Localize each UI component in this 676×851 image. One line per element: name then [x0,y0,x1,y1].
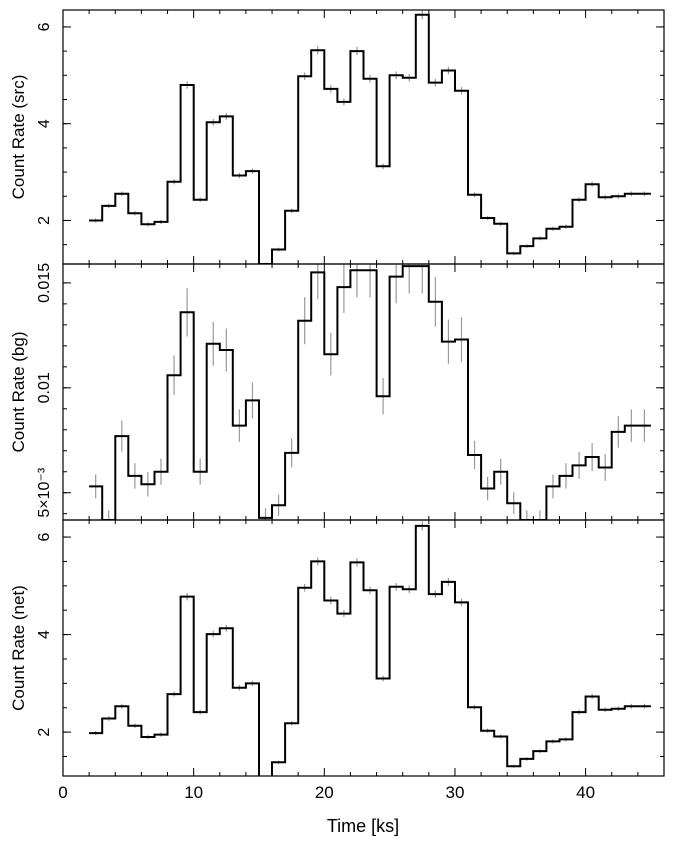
x-axis-label: Time [ks] [327,816,399,836]
error-bars-bg [95,264,646,520]
y-tick-label: 2 [36,216,53,225]
x-tick-label: 30 [445,783,464,802]
frame-src [62,9,665,265]
x-tick-label: 40 [576,783,595,802]
x-tick-label: 20 [315,783,334,802]
step-line-src [89,13,651,264]
x-tick-label: 0 [58,783,67,802]
y-tick-label: 0.015 [36,263,53,303]
panel-src: 2 4 6 Count Rate (src) [9,9,665,265]
frame-net [62,519,665,777]
panels: 2 4 6 Count Rate (src) 5×10⁻³ 0.01 0.015 Count … [9,9,665,802]
y-tick-label: 0.01 [36,372,53,403]
y-tick-label: 6 [36,22,53,31]
y-tick-label: 4 [36,119,53,128]
y-axis-label-bg: Count Rate (bg) [9,332,28,453]
y-tick-label: 5×10⁻³ [36,467,53,517]
x-tick-label: 10 [184,783,203,802]
y-axis-label-net: Count Rate (net) [9,585,28,711]
y-tick-label: 6 [36,533,53,542]
step-line-net [89,524,651,776]
panel-net: 0 10 20 30 40 2 4 6 Count Rate (net) [9,519,665,802]
step-line-bg [89,265,651,520]
y-tick-label: 2 [36,728,53,737]
y-axis-label-src: Count Rate (src) [9,75,28,200]
panel-bg: 5×10⁻³ 0.01 0.015 Count Rate (bg) [9,263,665,521]
frame-bg [62,263,665,521]
y-tick-label: 4 [36,630,53,639]
